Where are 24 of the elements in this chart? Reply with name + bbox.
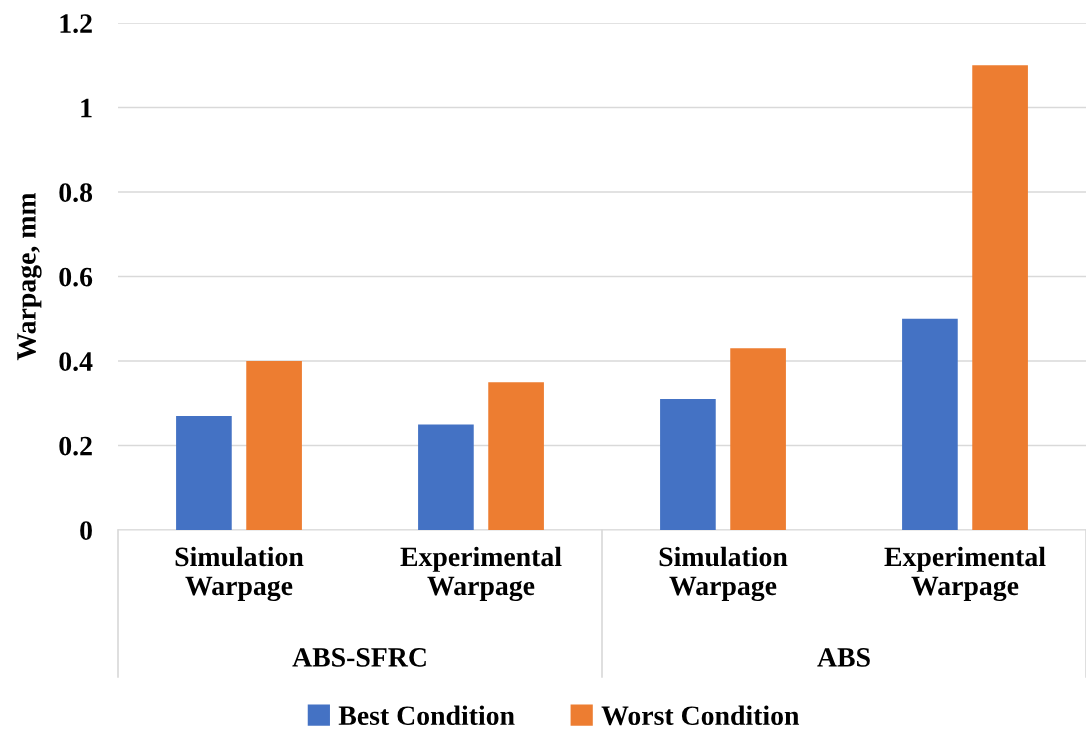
legend-label: Worst Condition	[601, 705, 800, 726]
legend-label: Best Condition	[338, 705, 515, 726]
bar	[972, 65, 1028, 530]
x-tick-label: Simulation Warpage	[659, 546, 788, 602]
bar	[902, 318, 958, 530]
y-tick-label: 1	[81, 98, 92, 118]
bar	[246, 361, 302, 530]
bar	[488, 382, 544, 530]
y-tick-label: 0.6	[59, 267, 93, 287]
y-tick-label: 1.2	[60, 14, 92, 34]
y-tick-label: 0	[80, 521, 92, 540]
y-axis-title: Warpage, mm	[17, 192, 42, 361]
x-tick-label: Experimental Warpage	[400, 546, 562, 602]
bar	[730, 348, 786, 530]
text: ABS-SFRC	[292, 648, 426, 667]
y-tick-label: 0.8	[59, 183, 93, 203]
y-tick-label: 0.2	[59, 436, 92, 456]
x-tick-label: Experimental Warpage	[884, 546, 1046, 602]
bar	[176, 415, 232, 530]
bar	[660, 399, 716, 530]
x-tick-label: Simulation Warpage	[175, 546, 304, 602]
bar	[418, 424, 474, 530]
y-tick-label: 0.4	[59, 352, 93, 372]
text: ABS	[817, 648, 870, 667]
